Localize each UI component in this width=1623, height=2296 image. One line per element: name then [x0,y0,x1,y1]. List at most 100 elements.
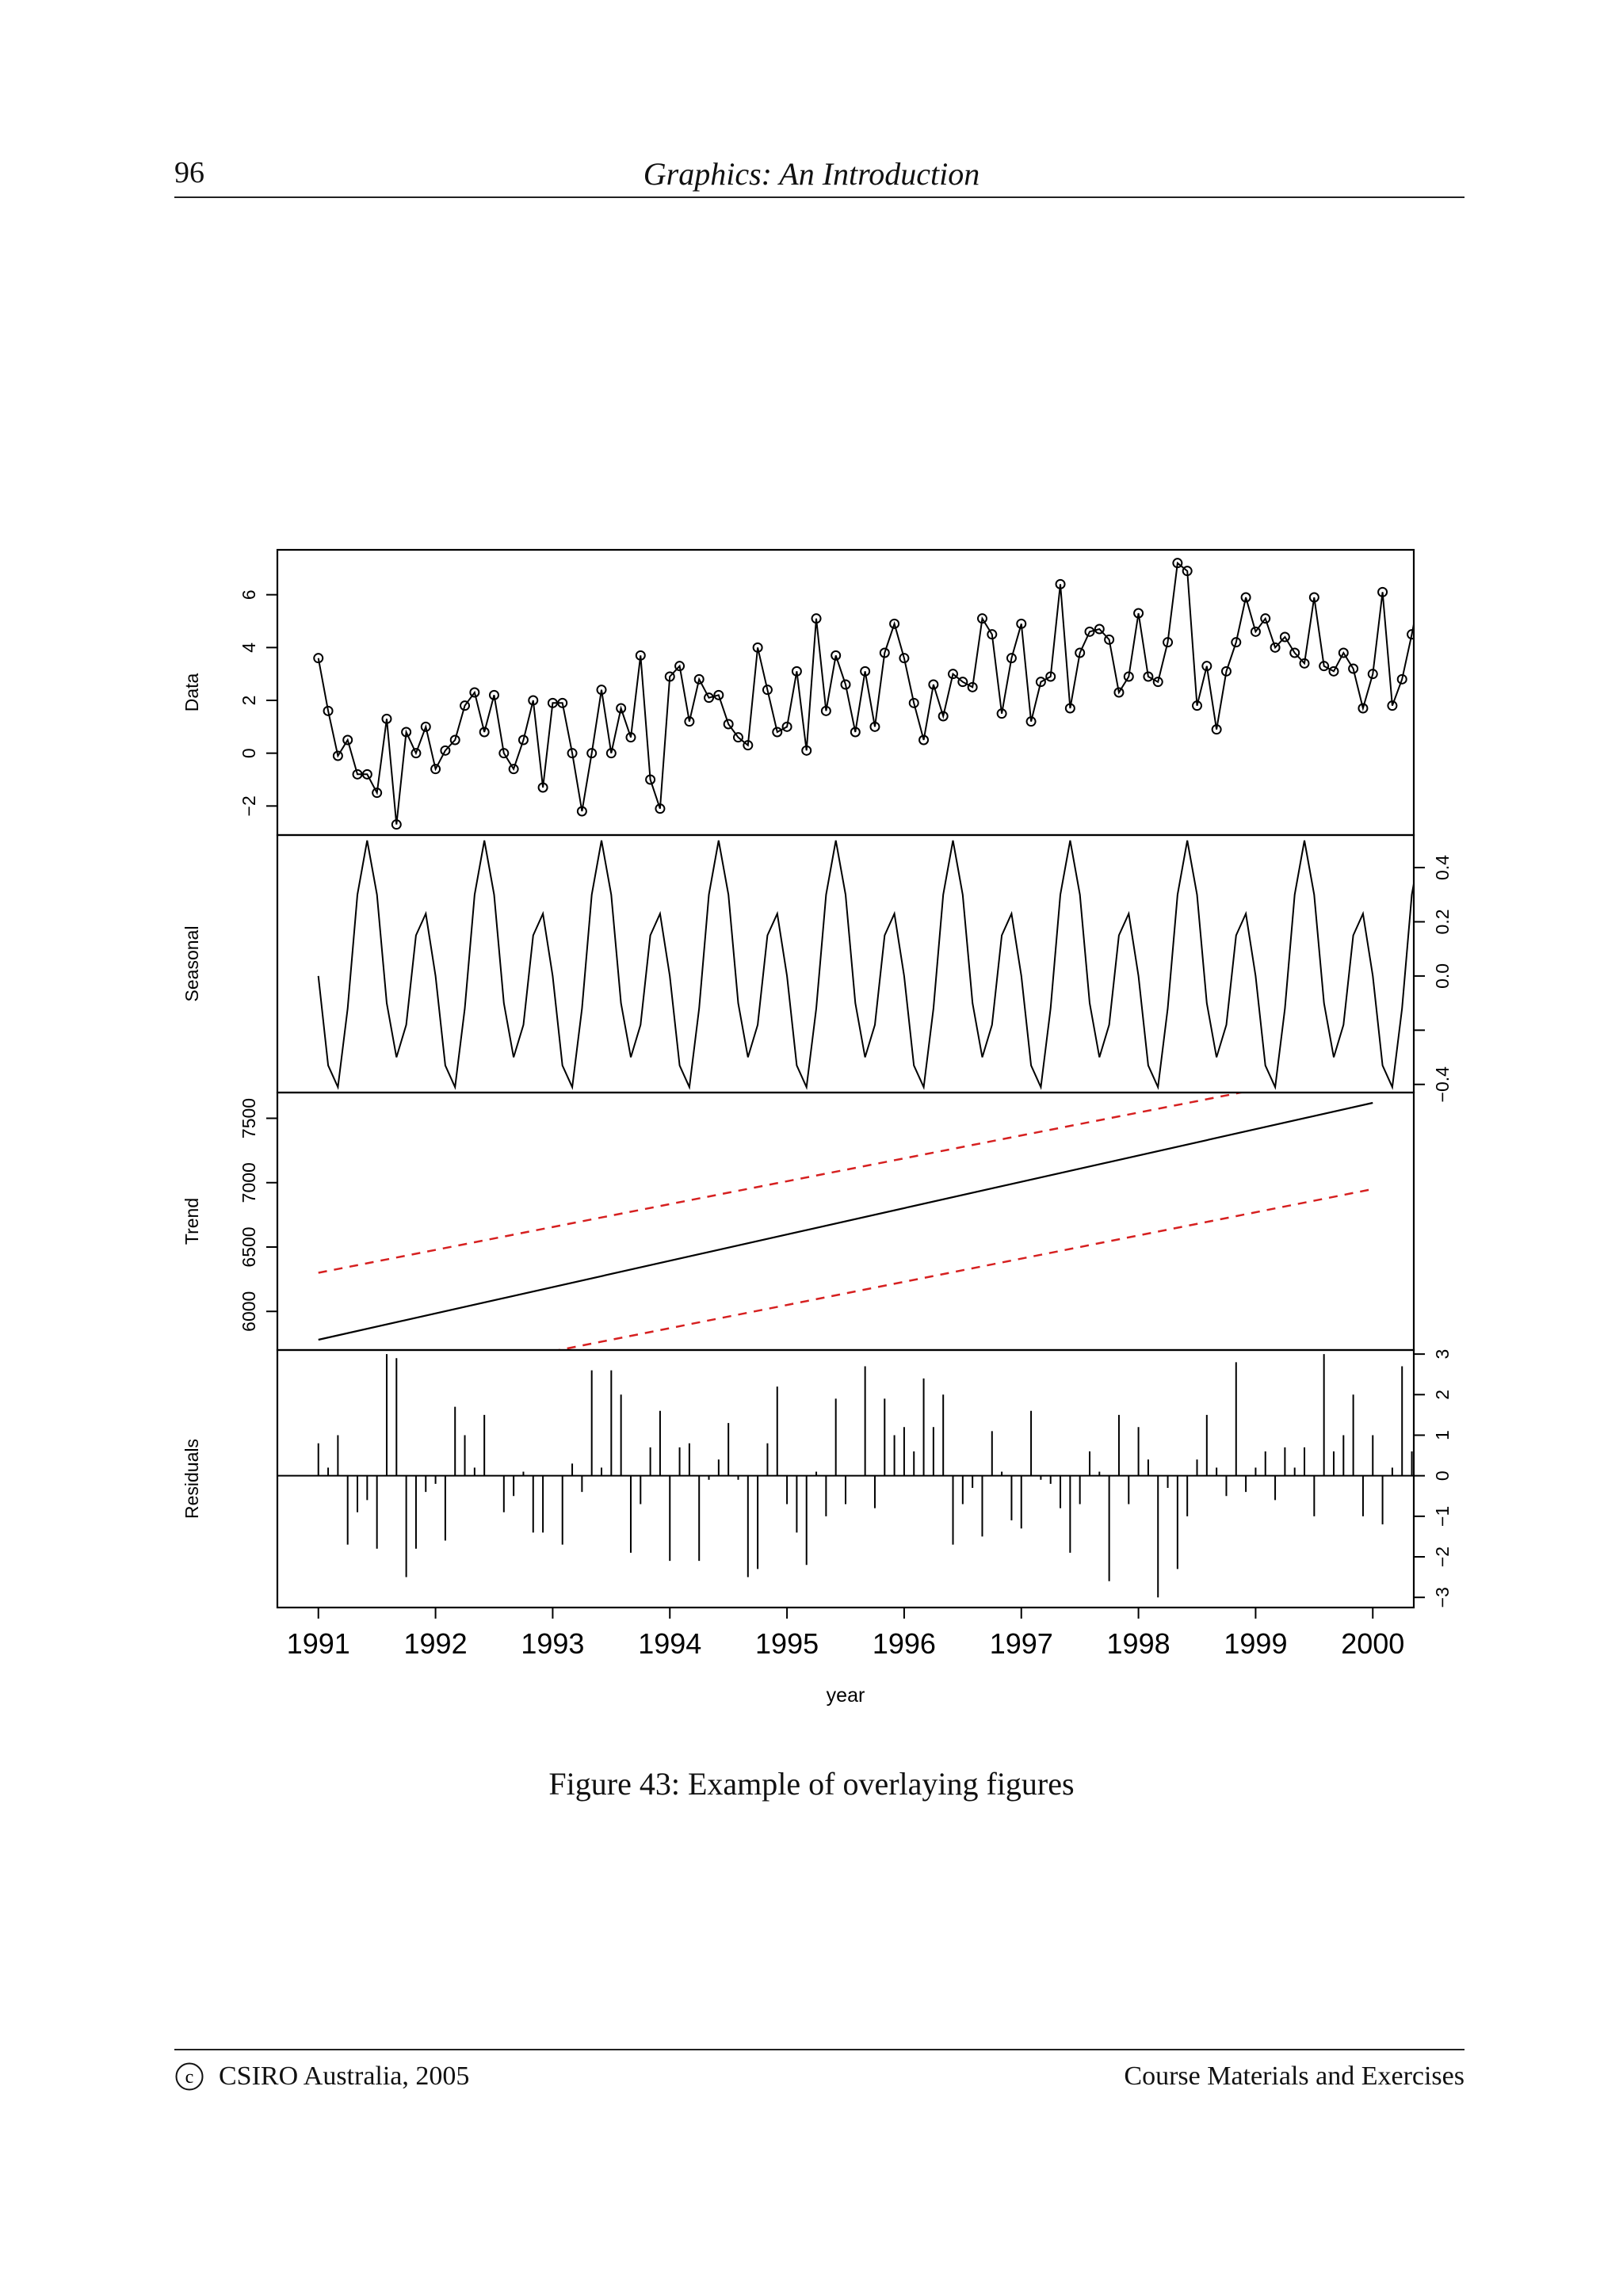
data-point [723,719,734,730]
footer-organization: CSIRO Australia, 2005 [219,2061,470,2091]
data-point [1299,658,1310,669]
data-point [1211,724,1222,735]
data-point [1172,558,1183,569]
data-point [342,734,353,746]
data-point [1446,559,1455,567]
data-point [1240,592,1251,603]
data-point [1075,647,1086,658]
data-point [323,705,334,716]
x-tick-label: 2000 [1341,1627,1404,1660]
data-point [693,673,705,685]
trend-line-lower [554,1188,1373,1350]
data-point [957,677,968,688]
data-point [938,711,949,722]
plot-area-trend [318,1093,1373,1350]
y-tick-label: 0 [1432,1470,1453,1481]
data-point [781,721,792,732]
data-point [987,629,998,640]
data-point [528,695,539,706]
data-point [1133,608,1144,619]
panel-ylabel-data: Data [181,673,202,712]
data-point [713,689,724,700]
panel-frame-seasonal [276,833,1415,1094]
data-point [1143,671,1154,682]
data-point [381,713,392,724]
x-axis-label: year [827,1684,865,1707]
data-point [1338,647,1349,658]
data-point [1055,578,1066,589]
y-tick-label: 0.2 [1432,909,1453,934]
y-tick-label: −1 [1432,1506,1453,1527]
data-point [1387,700,1398,711]
data-point [332,750,343,761]
data-point [732,732,743,743]
panels-layer: −2 0 2 4 6 Data −0.4 0.0 0.2 0.4 Seasonal 6000 6500 7… [181,548,1475,1609]
data-point [1417,580,1426,589]
data-point [1016,618,1027,629]
data-point [1457,606,1465,615]
x-axis: 1991 1992 1993 1994 1995 1996 1997 1998 1999 2000 [287,1607,1404,1660]
data-point [869,721,880,732]
data-point [889,618,900,629]
panel-ylabel-trend: Trend [181,1198,202,1245]
data-point [1094,624,1105,635]
data-point [1328,666,1339,677]
y-tick-label: 6 [239,589,259,600]
data-point [1279,631,1290,643]
data-point [401,727,412,738]
y-tick-label: 2 [239,696,259,706]
data-point [1319,661,1330,672]
y-tick-label: 0 [239,748,259,758]
y-tick-label: −2 [1432,1547,1453,1567]
y-tick-label: 3 [1432,1349,1453,1360]
data-point [976,613,987,624]
data-point [547,697,558,708]
data-point [586,748,598,759]
header-rule [174,196,1465,198]
panel-ylabel-residuals: Residuals [181,1439,202,1519]
data-point [1377,586,1388,597]
data-point [1201,661,1212,672]
data-point [899,653,910,664]
data-point [1152,677,1163,688]
data-point [1427,665,1436,673]
seasonal-line [317,840,1414,1090]
data-point [801,745,812,756]
data-point [743,740,754,751]
data-point [1466,598,1475,607]
data-point [1396,673,1407,685]
data-point [791,666,802,677]
data-point [996,708,1007,719]
data-point [596,685,607,696]
data-point [918,734,930,746]
data-point [948,669,959,680]
data-point [440,745,451,756]
data-point [1231,637,1242,648]
x-tick-label: 1994 [638,1627,701,1660]
data-point [860,666,871,677]
x-tick-label: 1995 [755,1627,819,1660]
y-tick-label: 6500 [239,1226,259,1267]
panel-trend: 6000 6500 7000 7500 Trend [181,1091,1415,1352]
data-point [372,788,383,799]
data-point [361,769,372,780]
data-point [811,613,822,624]
y-tick-label: 6000 [239,1291,259,1332]
data-point [313,653,324,664]
data-point [488,689,499,700]
copyright-letter: c [185,2067,194,2088]
data-point [430,764,441,775]
data-point [820,705,831,716]
data-point [1192,700,1203,711]
data-point [1025,716,1037,727]
data-point [391,819,402,830]
data-point [772,727,783,738]
data-point [498,748,510,759]
panel-seasonal: −0.4 0.0 0.2 0.4 Seasonal [181,833,1453,1102]
panel-data: −2 0 2 4 6 Data [181,548,1475,837]
data-point [537,782,548,793]
data-point [508,764,519,775]
data-point [879,647,890,658]
data-point [684,716,695,727]
data-point [1123,671,1134,682]
